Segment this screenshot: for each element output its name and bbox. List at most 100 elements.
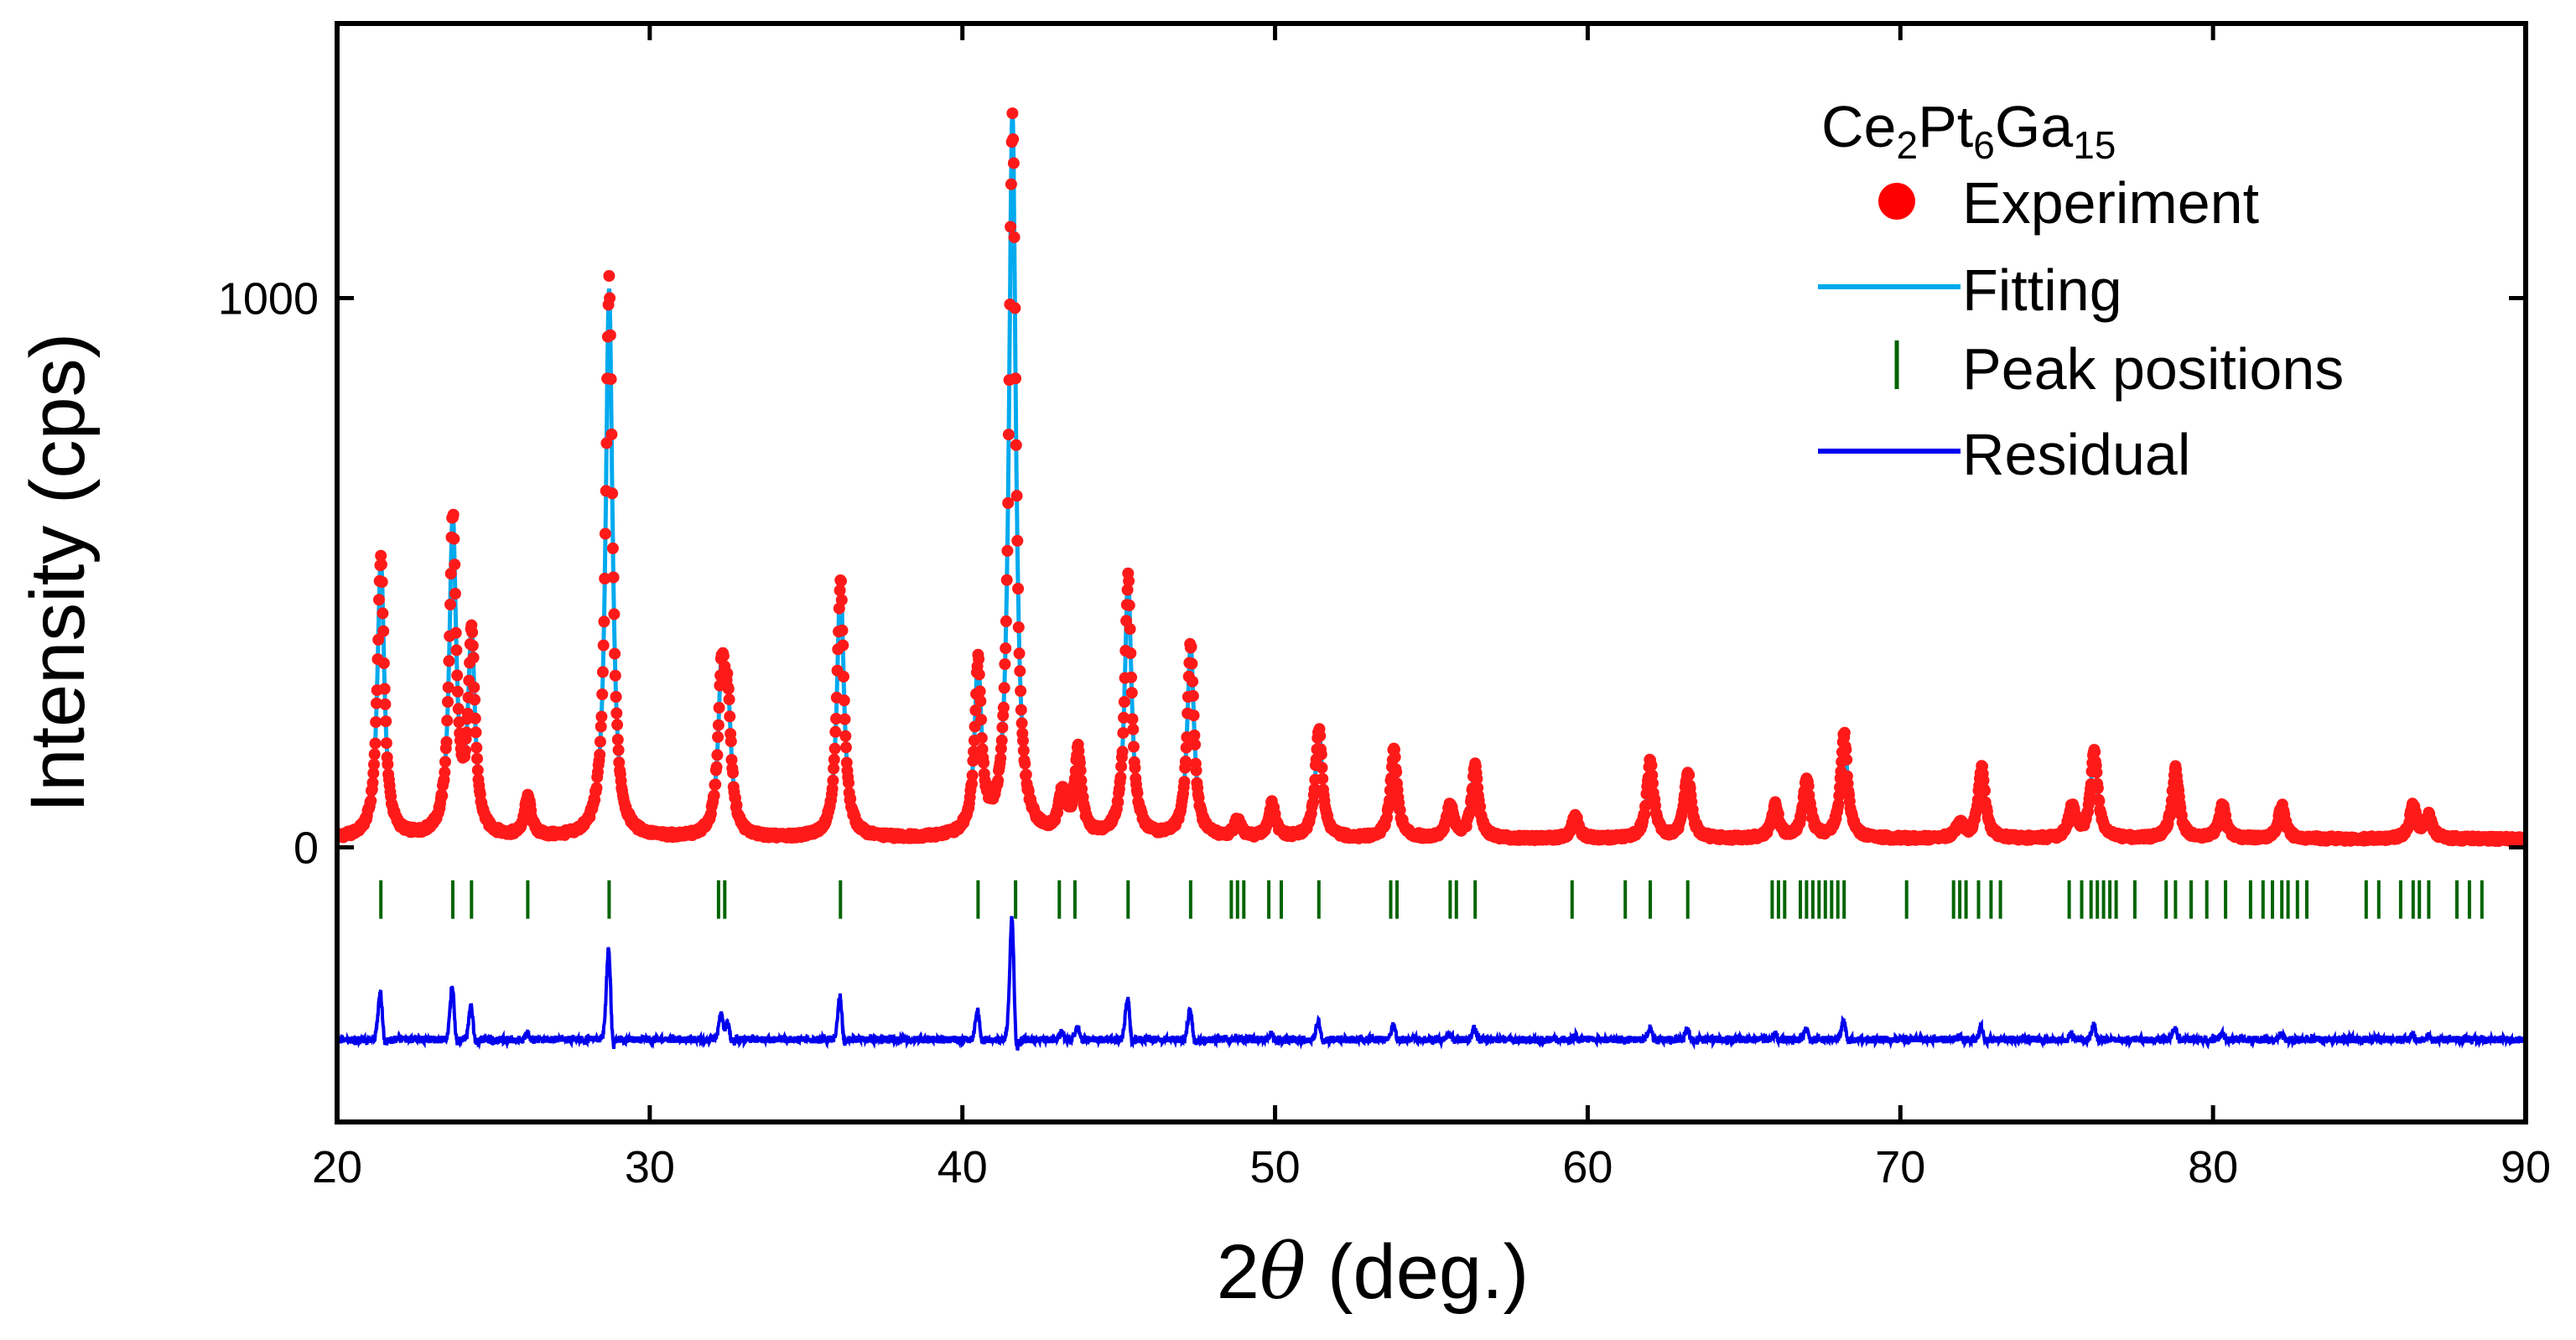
- x-tick-label: 30: [625, 1142, 675, 1192]
- experiment-point: [2089, 745, 2101, 758]
- experiment-point: [1114, 771, 1127, 783]
- experiment-point: [368, 748, 381, 761]
- experiment-point: [436, 789, 449, 802]
- x-tick-label: 50: [1250, 1142, 1301, 1192]
- experiment-point: [1015, 704, 1027, 716]
- experiment-point: [828, 762, 840, 775]
- experiment-point: [366, 776, 379, 789]
- experiment-point: [713, 702, 725, 714]
- experiment-point: [1125, 687, 1138, 699]
- plot-area: [337, 107, 2526, 1052]
- experiment-point: [468, 681, 480, 693]
- experiment-point: [838, 670, 849, 683]
- experiment-point: [1131, 787, 1144, 799]
- experiment-point: [2090, 766, 2103, 779]
- experiment-point: [1010, 490, 1023, 502]
- experiment-point: [708, 789, 720, 802]
- experiment-point: [368, 758, 380, 771]
- experiment-point: [376, 576, 388, 588]
- experiment-point: [1977, 774, 1990, 787]
- experiment-point: [1188, 730, 1201, 741]
- experiment-point: [999, 658, 1011, 670]
- experiment-point: [451, 685, 464, 698]
- experiment-point: [450, 644, 463, 657]
- experiment-point: [1178, 776, 1191, 788]
- experiment-point: [1308, 783, 1321, 796]
- plot-frame: [335, 21, 2528, 1124]
- experiment-point: [2091, 782, 2104, 794]
- experiment-point: [444, 598, 456, 610]
- experiment-point: [459, 745, 471, 757]
- experiment-point: [1317, 772, 1329, 785]
- experiment-point: [595, 720, 607, 733]
- experiment-point: [449, 626, 462, 639]
- experiment-point: [1000, 642, 1012, 655]
- experiment-point: [444, 568, 457, 580]
- experiment-point: [377, 657, 390, 669]
- experiment-point: [978, 756, 990, 769]
- experiment-point: [369, 737, 382, 750]
- experiment-point: [1002, 428, 1015, 441]
- x-tick-label: 70: [1875, 1142, 1925, 1192]
- experiment-point: [1838, 726, 1851, 739]
- experiment-point: [373, 594, 385, 606]
- experiment-point: [1124, 623, 1136, 636]
- axis-ticks: 20 30 40 50 60 70 80 90 0 1000: [218, 23, 2551, 1192]
- legend: Ce2Pt6Ga15 Experiment Fitting Peak positio…: [1818, 94, 2344, 487]
- experiment-point: [1314, 730, 1327, 742]
- experiment-point: [470, 741, 483, 754]
- experiment-point: [1017, 745, 1030, 757]
- experiment-point: [590, 782, 603, 794]
- experiment-point: [976, 743, 989, 756]
- experiment-point: [1019, 757, 1031, 770]
- experiment-point: [1185, 641, 1197, 653]
- experiment-point: [711, 749, 724, 761]
- experiment-point: [609, 669, 621, 682]
- experiment-point: [727, 766, 739, 779]
- experiment-point: [1471, 772, 1483, 785]
- experiment-point: [441, 714, 454, 727]
- experiment-point: [440, 735, 453, 748]
- experiment-point: [467, 652, 480, 664]
- experiment-point: [603, 270, 615, 282]
- experiment-point: [597, 639, 610, 652]
- y-axis-label: Intensity (cps): [15, 333, 101, 813]
- experiment-point: [1187, 709, 1200, 722]
- experiment-point: [995, 752, 1007, 765]
- experiment-point: [611, 719, 624, 731]
- experiment-point: [968, 745, 980, 758]
- experiment-point: [1112, 796, 1124, 808]
- experiment-point: [1000, 574, 1013, 586]
- experiment-point: [712, 719, 724, 731]
- experiment-point: [1011, 534, 1024, 547]
- experiment-point: [1179, 756, 1192, 768]
- experiment-point: [722, 683, 735, 695]
- experiment-point: [996, 721, 1009, 734]
- experiment-point: [1012, 621, 1025, 633]
- legend-label: Residual: [1962, 422, 2190, 487]
- experiment-point: [1118, 696, 1130, 708]
- experiment-point: [837, 639, 849, 652]
- experiment-point: [371, 697, 382, 709]
- experiment-point: [1123, 599, 1135, 611]
- experiment-point: [612, 744, 625, 756]
- experiment-point: [1127, 723, 1140, 735]
- experiment-point: [1840, 743, 1852, 756]
- experiment-point: [365, 794, 377, 807]
- legend-label: Fitting: [1962, 257, 2122, 323]
- experiment-point: [1115, 761, 1128, 773]
- experiment-point: [375, 549, 387, 562]
- experiment-point: [469, 693, 481, 706]
- residual-line: [337, 916, 2526, 1052]
- experiment-point: [974, 685, 986, 698]
- legend-entry: Experiment: [1878, 170, 2259, 236]
- experiment-point: [1390, 766, 1403, 778]
- experiment-point: [1187, 675, 1199, 688]
- experiment-point: [966, 769, 979, 782]
- experiment-point: [448, 532, 460, 545]
- x-axis-label-suffix: (deg.): [1306, 1229, 1529, 1315]
- experiment-point: [1125, 671, 1138, 683]
- experiment-point: [452, 703, 465, 715]
- legend-entry: Peak positions: [1894, 336, 2344, 402]
- experiment-point: [367, 767, 380, 780]
